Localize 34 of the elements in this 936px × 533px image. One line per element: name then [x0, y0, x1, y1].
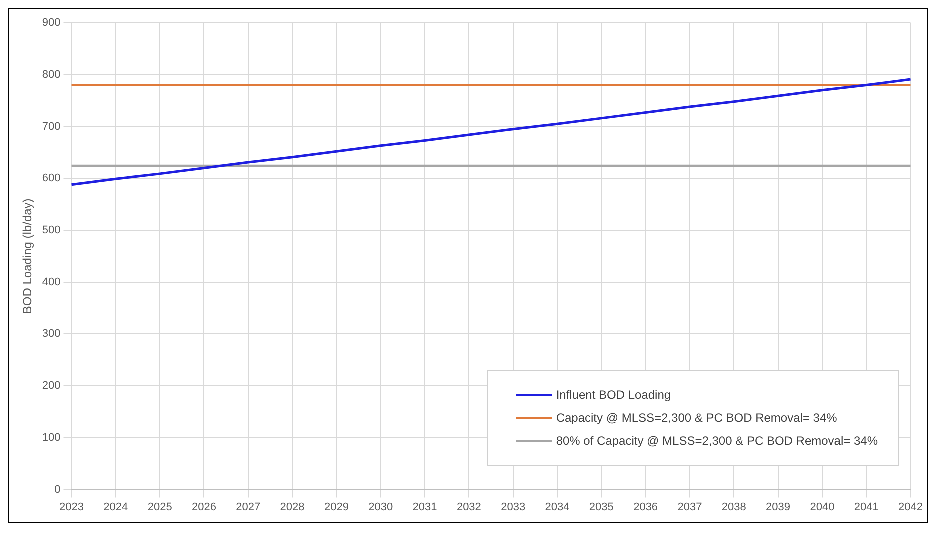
x-tick-label: 2030	[368, 501, 394, 514]
x-tick-label: 2035	[589, 501, 614, 514]
x-tick-label: 2034	[545, 501, 570, 514]
y-tick-label: 700	[42, 120, 61, 133]
x-tick-label: 2031	[412, 501, 438, 514]
x-tick-label: 2026	[192, 501, 216, 514]
x-tick-label: 2040	[810, 501, 835, 514]
x-tick-label: 2033	[501, 501, 526, 514]
x-tick-label: 2024	[104, 501, 128, 514]
x-tick-label: 2037	[678, 501, 702, 514]
legend-label: Capacity @ MLSS=2,300 & PC BOD Removal= 34%	[556, 411, 838, 425]
y-axis-title: BOD Loading (lb/day)	[20, 198, 35, 314]
x-tick-label: 2028	[280, 501, 305, 514]
x-tick-label: 2038	[722, 501, 746, 514]
y-tick-label: 500	[42, 224, 61, 236]
x-tick-label: 2039	[766, 501, 791, 514]
legend-label: Influent BOD Loading	[556, 388, 672, 402]
x-tick-label: 2041	[854, 501, 879, 514]
y-tick-label: 200	[42, 380, 61, 392]
y-tick-label: 0	[54, 484, 61, 496]
x-tick-label: 2023	[60, 501, 84, 514]
x-tick-label: 2025	[148, 501, 172, 514]
x-tick-label: 2027	[236, 501, 261, 514]
y-tick-label: 600	[42, 172, 61, 185]
y-tick-label: 100	[42, 432, 61, 444]
x-tick-label: 2029	[324, 501, 349, 514]
y-tick-label: 800	[42, 68, 61, 81]
y-tick-label: 900	[42, 17, 61, 30]
x-tick-label: 2032	[456, 501, 482, 514]
y-tick-label: 300	[42, 328, 61, 340]
legend-label: 80% of Capacity @ MLSS=2,300 & PC BOD Removal= 34%	[556, 434, 878, 448]
x-tick-label: 2036	[634, 501, 658, 514]
x-tick-label: 2042	[898, 501, 924, 514]
y-tick-label: 400	[42, 276, 61, 288]
